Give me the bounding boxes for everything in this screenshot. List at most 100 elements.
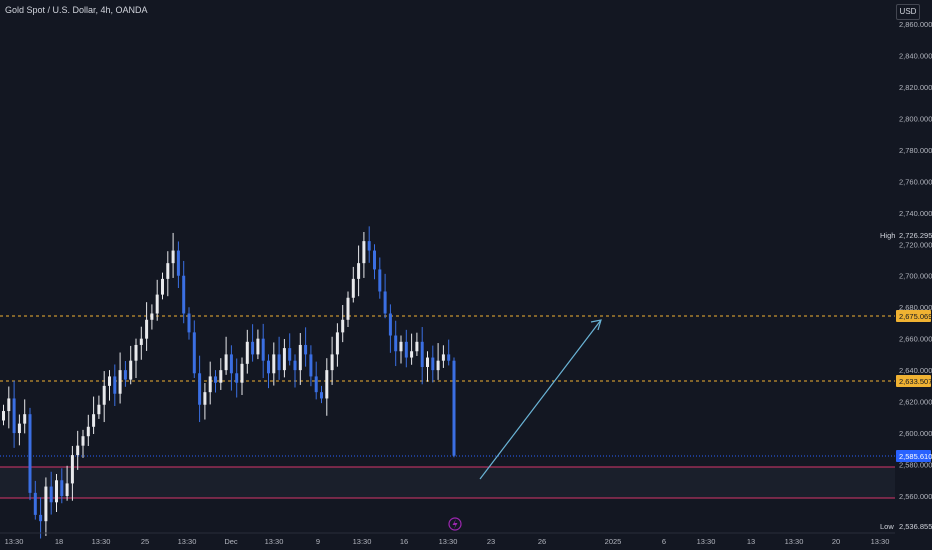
price-label-low: Low 2,536.855 [876, 521, 932, 532]
candles-group [2, 226, 456, 539]
projection-arrow[interactable] [479, 319, 602, 480]
candle-body [113, 376, 117, 394]
candle [304, 327, 308, 367]
price-label-level-upper: 2,675.069 [896, 310, 932, 322]
candle-body [282, 348, 286, 371]
candle [410, 333, 414, 365]
candle-body [399, 341, 403, 352]
symbol-title[interactable]: Gold Spot / U.S. Dollar, 4h, OANDA [5, 5, 148, 15]
candle [113, 364, 117, 407]
price-tick-label: 2,640.000 [899, 366, 932, 375]
candle-body [426, 357, 429, 367]
candle-body [33, 492, 37, 515]
candle-body [49, 486, 53, 503]
candle [251, 324, 255, 362]
candle [320, 385, 323, 404]
projection-arrow-line[interactable] [479, 319, 602, 480]
high-value: 2,726.295 [899, 231, 932, 240]
candle-body [23, 414, 27, 424]
candle-body [198, 373, 202, 405]
candle-body [166, 263, 170, 279]
lightning-icon[interactable] [448, 517, 462, 531]
candle-body [155, 294, 159, 314]
price-tick-label: 2,680.000 [899, 303, 932, 312]
candle [245, 329, 249, 374]
candle-body [240, 363, 244, 383]
candle [357, 245, 361, 297]
candle-body [256, 338, 260, 355]
candle [214, 370, 217, 393]
candle [224, 336, 228, 375]
candle-body [447, 354, 451, 361]
candle-body [161, 278, 164, 295]
candle-body [367, 241, 371, 251]
time-tick-label: Dec [224, 537, 238, 546]
candle [44, 477, 48, 536]
candle-body [219, 370, 223, 383]
candle-body [102, 385, 106, 405]
candle-body [187, 313, 191, 333]
candle [288, 333, 292, 366]
candle [420, 327, 424, 385]
candle-body [452, 360, 456, 456]
candle-body [60, 480, 64, 496]
candle-body [251, 341, 255, 355]
candle [229, 345, 233, 391]
candle-body [436, 360, 440, 371]
candle-body [351, 278, 355, 298]
candle [256, 329, 260, 360]
price-label-high: High 2,726.295 [876, 230, 932, 241]
candle [2, 404, 5, 426]
price-label-level-lower: 2,633.507 [896, 375, 932, 387]
candle [261, 323, 265, 378]
time-tick-label: 13:30 [265, 537, 284, 546]
price-tick-label: 2,780.000 [899, 146, 932, 155]
candle-body [357, 263, 361, 279]
time-tick-label: 6 [662, 537, 666, 546]
candle [235, 358, 239, 398]
high-tag: High [880, 231, 895, 240]
price-axis[interactable]: 2,860.000 2,840.000 2,820.000 2,800.000 2,78… [895, 0, 932, 550]
candle [298, 333, 302, 385]
candle-body [150, 313, 154, 320]
time-tick-label: 13:30 [353, 537, 372, 546]
level-upper-value: 2,675.069 [899, 312, 932, 321]
candle [383, 273, 387, 319]
candle [12, 380, 16, 448]
time-tick-label: 13:30 [697, 537, 716, 546]
candle [341, 304, 345, 343]
candle [240, 357, 244, 395]
candle [426, 351, 429, 382]
time-tick-label: 13:30 [871, 537, 890, 546]
candle [123, 361, 127, 387]
candle-body [7, 398, 11, 412]
candle [166, 251, 170, 297]
candle-body [129, 360, 133, 380]
candle [282, 338, 286, 378]
candle-body [420, 341, 424, 367]
candle-body [81, 436, 85, 446]
candle [102, 371, 106, 423]
price-tick-label: 2,580.000 [899, 461, 932, 470]
currency-button[interactable]: USD [896, 4, 920, 20]
price-tick-label: 2,660.000 [899, 335, 932, 344]
candle-body [17, 423, 21, 434]
candle [399, 335, 403, 364]
candle-body [388, 313, 392, 336]
low-tag: Low [880, 522, 894, 531]
candle-body [441, 354, 445, 361]
candle-body [341, 319, 345, 333]
candle-body [55, 480, 58, 503]
candle-body [309, 354, 313, 377]
candle [17, 414, 21, 446]
candle [97, 395, 101, 419]
candle-body [245, 341, 249, 364]
price-tick-label: 2,560.000 [899, 492, 932, 501]
candle [187, 307, 191, 340]
time-axis[interactable]: 13:30 18 13:30 25 13:30 Dec 13:30 9 13:30 16 13:30… [0, 532, 895, 546]
time-tick-label: 18 [55, 537, 63, 546]
candle-body [118, 370, 122, 394]
candle [267, 354, 270, 389]
candle [441, 345, 445, 368]
